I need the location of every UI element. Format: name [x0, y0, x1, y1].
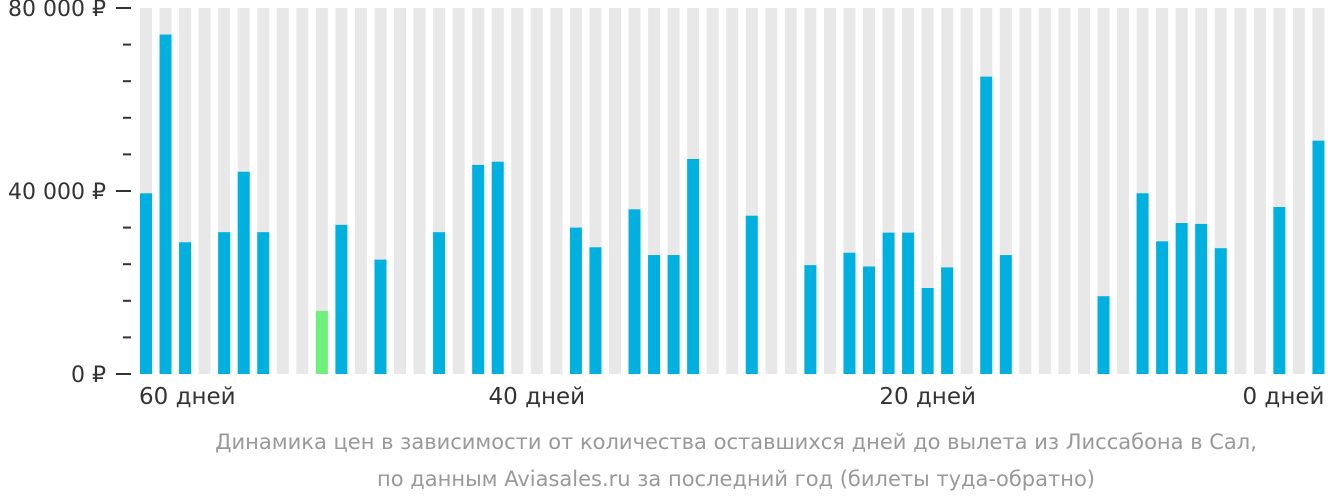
price-bar-day-6[interactable]: [1195, 223, 1208, 374]
column-bg-day-20: [921, 8, 934, 374]
column-bg-day-3: [1253, 8, 1266, 374]
column-bg-day-10: [1117, 8, 1130, 374]
price-bar-day-24[interactable]: [843, 252, 856, 374]
x-tick-label: 0 дней: [1242, 384, 1324, 410]
column-bg-day-30: [726, 8, 739, 374]
column-bg-day-52: [296, 8, 309, 374]
price-bar-day-45[interactable]: [433, 232, 446, 374]
column-bg-day-11: [1097, 8, 1110, 374]
column-bg-day-40: [530, 8, 543, 374]
column-bg-day-27: [784, 8, 797, 374]
column-bg-day-47: [394, 8, 407, 374]
column-bg-day-25: [823, 8, 836, 374]
column-bg-day-44: [452, 8, 465, 374]
price-bar-day-48[interactable]: [374, 259, 387, 374]
price-bar-day-50[interactable]: [335, 224, 348, 374]
column-bg-day-49: [354, 8, 367, 374]
price-bar-day-2[interactable]: [1273, 207, 1286, 374]
price-bar-day-32[interactable]: [687, 158, 700, 374]
price-bar-day-20[interactable]: [921, 287, 934, 374]
price-bar-day-35[interactable]: [628, 209, 641, 374]
column-bg-day-13: [1058, 8, 1071, 374]
price-bar-day-9[interactable]: [1136, 193, 1149, 374]
column-bg-day-41: [511, 8, 524, 374]
column-bg-day-53: [276, 8, 289, 374]
caption-line-2: по данным Aviasales.ru за последний год …: [377, 467, 1095, 491]
column-bg-day-18: [960, 8, 973, 374]
price-bar-day-8[interactable]: [1156, 241, 1169, 374]
caption-line-1: Динамика цен в зависимости от количества…: [215, 430, 1257, 454]
column-bg-day-1: [1292, 8, 1305, 374]
x-tick-label: 20 дней: [879, 384, 976, 410]
price-bar-day-0[interactable]: [1312, 140, 1325, 374]
price-bar-day-11[interactable]: [1097, 296, 1110, 374]
price-bar-day-60[interactable]: [140, 193, 152, 374]
price-bar-day-42[interactable]: [491, 161, 504, 374]
price-bar-day-7[interactable]: [1175, 223, 1188, 374]
price-bar-day-22[interactable]: [882, 232, 895, 374]
x-axis-labels: 60 дней 40 дней 20 дней 0 дней: [139, 384, 1324, 410]
column-bg-day-51: [315, 8, 328, 374]
column-bg-day-4: [1234, 8, 1247, 374]
price-bar-day-29[interactable]: [745, 215, 758, 374]
column-bg-day-57: [198, 8, 211, 374]
column-bg-day-12: [1077, 8, 1090, 374]
price-bar-day-58[interactable]: [179, 242, 192, 374]
price-bar-day-23[interactable]: [863, 266, 876, 374]
column-bg-day-39: [550, 8, 563, 374]
price-bar-day-37[interactable]: [589, 247, 602, 374]
column-bg-day-28: [765, 8, 778, 374]
column-bg-day-31: [706, 8, 719, 374]
column-bg-day-46: [413, 8, 426, 374]
price-bar-day-16[interactable]: [999, 255, 1012, 374]
price-bar-day-19[interactable]: [941, 267, 954, 374]
y-tick-label: 80 000 ₽: [8, 0, 106, 22]
price-bar-day-17[interactable]: [980, 76, 993, 374]
price-bar-day-21[interactable]: [902, 232, 915, 374]
price-bar-day-34[interactable]: [648, 255, 661, 374]
y-tick-label: 40 000 ₽: [8, 180, 106, 205]
column-bg-day-14: [1038, 8, 1051, 374]
x-tick-label: 60 дней: [139, 384, 236, 410]
price-bar-day-55[interactable]: [237, 171, 250, 374]
price-bar-day-33[interactable]: [667, 255, 680, 374]
price-bar-day-59[interactable]: [159, 34, 172, 374]
column-bg-day-15: [1019, 8, 1032, 374]
price-bar-day-43[interactable]: [472, 164, 485, 374]
price-bar-day-5[interactable]: [1214, 248, 1227, 374]
y-axis: 0 ₽ 40 000 ₽ 80 000 ₽: [8, 0, 131, 388]
price-bar-day-51[interactable]: [315, 310, 328, 374]
x-tick-label: 40 дней: [489, 384, 586, 410]
price-bar-day-26[interactable]: [804, 265, 817, 374]
column-bg-day-36: [608, 8, 621, 374]
price-bars: [140, 34, 1325, 374]
price-bar-day-54[interactable]: [257, 232, 270, 374]
price-bar-day-38[interactable]: [569, 227, 582, 374]
price-bar-day-56[interactable]: [218, 232, 231, 374]
y-tick-label: 0 ₽: [71, 363, 106, 388]
